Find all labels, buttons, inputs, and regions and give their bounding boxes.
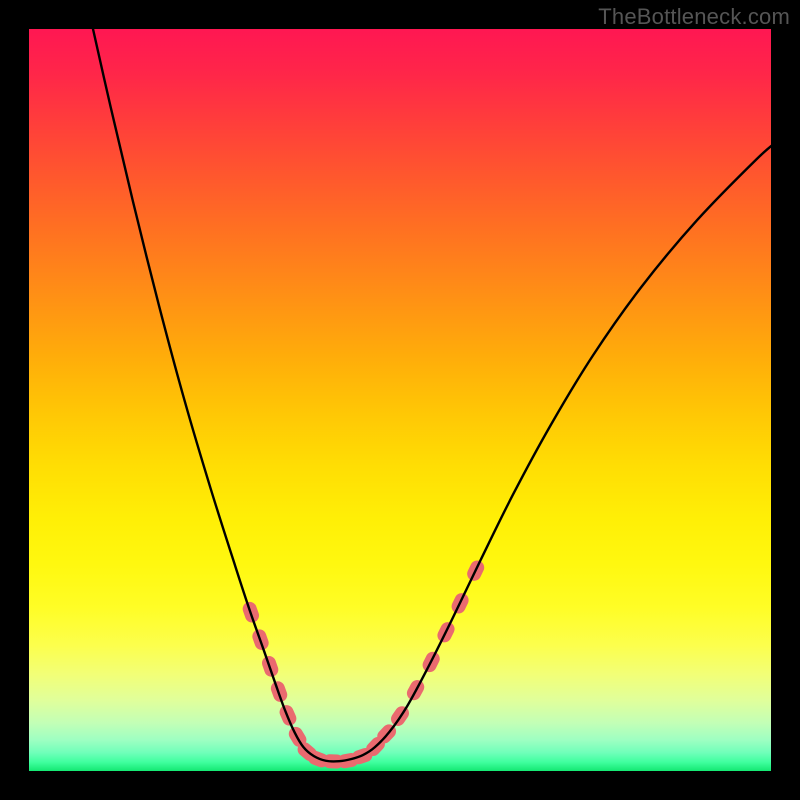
watermark-text: TheBottleneck.com	[598, 4, 790, 30]
bottleneck-chart-root: TheBottleneck.com	[0, 0, 800, 800]
plot-background-gradient	[29, 29, 771, 771]
